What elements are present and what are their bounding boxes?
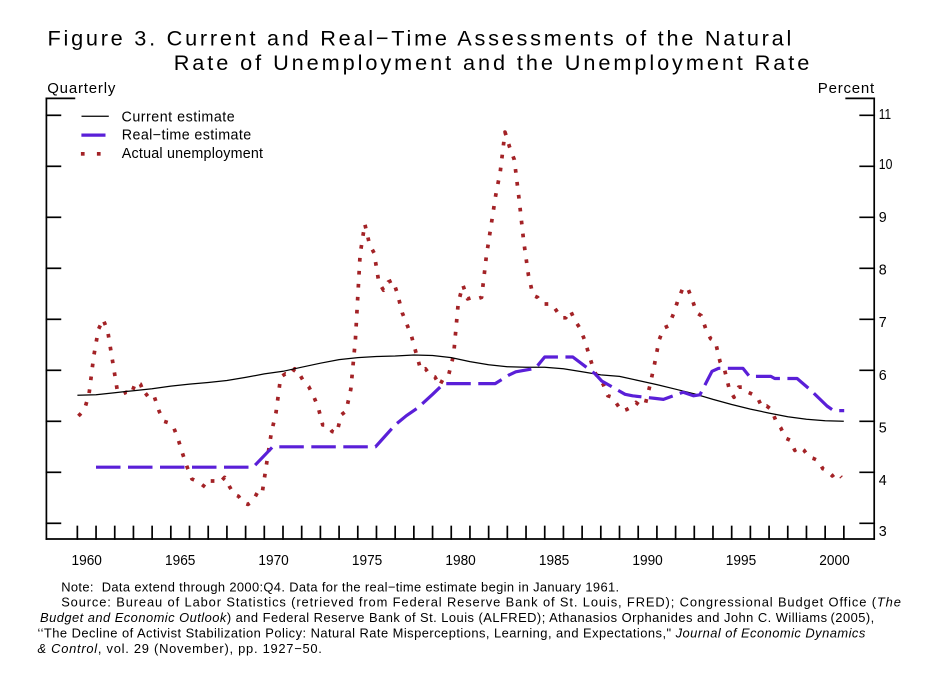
svg-text:1995: 1995 — [726, 553, 756, 569]
svg-text:Note: Data extend through 200: Note: Data extend through 2000:Q4. Data … — [61, 579, 619, 594]
svg-text:‘‘The Decline of Activist Stab: ‘‘The Decline of Activist Stabilization … — [38, 626, 866, 641]
svg-text:7: 7 — [879, 315, 887, 331]
svg-text:Source: Bureau of Labor Statis: Source: Bureau of Labor Statistics (retr… — [61, 595, 902, 610]
svg-text:9: 9 — [879, 210, 887, 226]
svg-text:6: 6 — [879, 368, 887, 384]
svg-text:1980: 1980 — [445, 553, 475, 569]
svg-text:1990: 1990 — [632, 553, 662, 569]
svg-text:1965: 1965 — [165, 553, 195, 569]
svg-text:Figure 3. Current and Real−Tim: Figure 3. Current and Real−Time Assessme… — [48, 26, 792, 51]
svg-text:2000: 2000 — [819, 553, 849, 569]
svg-text:5: 5 — [879, 420, 887, 436]
svg-text:1985: 1985 — [539, 553, 569, 569]
svg-text:& Control, vol. 29 (November),: & Control, vol. 29 (November), pp. 1927−… — [38, 641, 323, 656]
svg-text:1975: 1975 — [352, 553, 382, 569]
svg-text:4: 4 — [879, 473, 887, 489]
svg-text:Actual unemployment: Actual unemployment — [122, 146, 263, 162]
svg-text:Percent: Percent — [818, 80, 875, 97]
svg-text:1970: 1970 — [258, 553, 288, 569]
svg-text:1960: 1960 — [72, 553, 102, 569]
svg-text:Quarterly: Quarterly — [47, 80, 116, 97]
svg-text:10: 10 — [879, 157, 893, 173]
svg-text:Current estimate: Current estimate — [122, 109, 235, 125]
svg-text:Real−time estimate: Real−time estimate — [122, 128, 251, 144]
svg-text:8: 8 — [879, 262, 887, 278]
svg-text:Budget and Economic Outlook) a: Budget and Economic Outlook) and Federal… — [40, 610, 875, 625]
svg-text:3: 3 — [879, 524, 887, 540]
svg-text:11: 11 — [879, 107, 891, 123]
